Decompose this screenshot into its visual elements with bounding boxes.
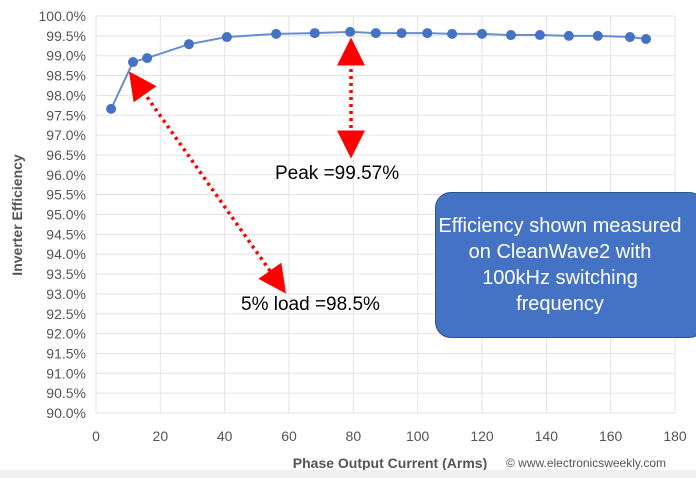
y-tick-label: 97.0%: [46, 127, 86, 143]
peak-annotation: Peak =99.57%: [275, 163, 400, 184]
data-point: [624, 32, 635, 43]
y-tick-label: 90.0%: [46, 405, 86, 421]
x-tick-label: 20: [153, 428, 169, 444]
data-point: [370, 28, 381, 39]
data-point: [396, 28, 407, 39]
data-point: [106, 103, 117, 114]
y-tick-label: 98.5%: [46, 68, 86, 84]
y-tick-label: 92.5%: [46, 306, 86, 322]
watermark: © www.electronicsweekly.com: [506, 456, 666, 470]
y-tick-label: 91.0%: [46, 365, 86, 381]
x-tick-label: 120: [470, 428, 494, 444]
data-point: [477, 28, 487, 39]
footer-bar: [0, 470, 696, 478]
data-point: [505, 30, 516, 41]
data-point: [534, 30, 545, 41]
y-tick-label: 95.0%: [46, 207, 86, 223]
y-tick-label: 98.0%: [46, 87, 86, 103]
y-tick-label: 96.0%: [46, 167, 86, 183]
data-point: [563, 30, 574, 41]
y-tick-label: 99.0%: [46, 48, 86, 64]
y-tick-label: 99.5%: [46, 28, 86, 44]
y-tick-label: 96.5%: [46, 147, 86, 163]
data-point: [221, 32, 232, 43]
y-tick-label: 100.0%: [39, 8, 86, 24]
data-point: [592, 30, 603, 41]
note-box: Efficiency shown measured on CleanWave2 …: [435, 192, 696, 338]
x-tick-label: 80: [346, 428, 362, 444]
y-tick-label: 97.5%: [46, 107, 86, 123]
y-tick-label: 92.0%: [46, 326, 86, 342]
x-axis-label: Phase Output Current (Arms): [293, 455, 487, 471]
x-tick-label: 180: [663, 428, 687, 444]
x-tick-label: 140: [535, 428, 559, 444]
data-point: [345, 26, 356, 37]
y-tick-label: 91.5%: [46, 345, 86, 361]
data-point: [309, 28, 320, 39]
data-point: [641, 34, 652, 45]
y-tick-label: 94.0%: [46, 246, 86, 262]
data-point: [183, 39, 194, 50]
x-tick-label: 160: [599, 428, 623, 444]
y-axis-label: Inverter Efficiency: [9, 154, 25, 276]
y-tick-label: 94.5%: [46, 226, 86, 242]
data-point: [422, 28, 433, 39]
y-tick-label: 95.5%: [46, 187, 86, 203]
load-annotation: 5% load =98.5%: [241, 294, 380, 315]
data-point: [142, 53, 153, 64]
data-point: [271, 28, 282, 39]
note-text: Efficiency shown measured on CleanWave2 …: [438, 215, 682, 315]
x-tick-label: 0: [92, 428, 100, 444]
x-tick-label: 60: [281, 428, 297, 444]
data-point: [127, 57, 138, 68]
x-tick-label: 100: [406, 428, 430, 444]
x-tick-label: 40: [217, 428, 233, 444]
data-point: [447, 28, 458, 39]
y-tick-label: 93.0%: [46, 286, 86, 302]
y-tick-label: 90.5%: [46, 385, 86, 401]
y-tick-label: 93.5%: [46, 266, 86, 282]
